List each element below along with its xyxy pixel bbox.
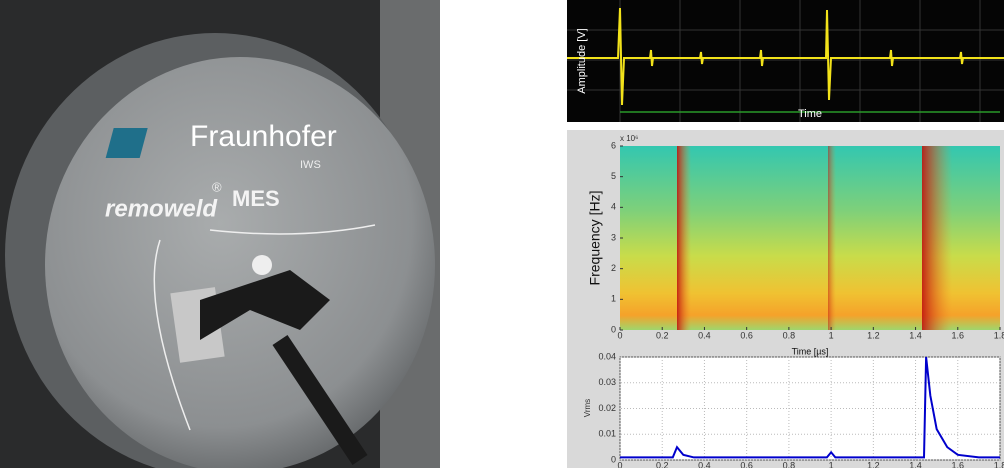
y-tick-label: 0.01 <box>598 429 616 439</box>
y-tick-label: 2 <box>611 263 616 273</box>
x-tick-label: 0.2 <box>656 330 669 340</box>
photo: Fraunhofer IWS remoweld ® MES <box>0 0 440 468</box>
x-tick-label: 1.6 <box>952 460 965 468</box>
arm <box>272 335 368 465</box>
drum-face <box>45 57 435 468</box>
cable <box>153 224 376 431</box>
brand: Fraunhofer <box>190 120 337 153</box>
x-tick-label: 1.4 <box>909 330 922 340</box>
y-tick-label: 3 <box>611 232 616 242</box>
x-tick-label: 0.4 <box>698 330 711 340</box>
y-tick-label: 0.03 <box>598 377 616 387</box>
y-tick-label: 0.02 <box>598 403 616 413</box>
spectrogram-burst <box>677 146 691 330</box>
scope-grid <box>567 0 1004 122</box>
axis-exponent: x 10⁶ <box>620 134 638 143</box>
product: remoweld <box>105 195 218 222</box>
division: IWS <box>300 159 321 171</box>
x-tick-label: 0 <box>617 330 622 340</box>
x-tick-label: 1.4 <box>909 460 922 468</box>
x-tick-label: 0.8 <box>783 460 796 468</box>
x-axis-label: Time [µs] <box>792 346 829 356</box>
logo <box>105 128 148 158</box>
x-tick-label: 0.2 <box>656 460 669 468</box>
x-tick-label: 1.6 <box>952 330 965 340</box>
registered-mark: ® <box>212 179 222 194</box>
x-tick-label: 0 <box>617 460 622 468</box>
model: MES <box>232 186 280 211</box>
x-tick-label: 0.6 <box>740 460 753 468</box>
y-axis-label: Vrms <box>583 399 592 417</box>
x-axis-label: Time <box>798 108 822 120</box>
x-tick-label: 1 <box>829 460 834 468</box>
x-tick-label: 0.4 <box>698 460 711 468</box>
y-tick-label: 0 <box>611 454 616 464</box>
y-axis-label: Amplitude [V] <box>576 28 588 93</box>
waveform-panel: Amplitude [V] Time <box>567 0 1004 122</box>
x-tick-label: 1.8 <box>994 330 1004 340</box>
connector <box>252 255 272 275</box>
spectrogram-burst <box>828 146 836 330</box>
rms-line <box>620 356 1000 459</box>
x-tick-label: 1.8 <box>994 460 1004 468</box>
y-tick-label: 5 <box>611 171 616 181</box>
y-tick-label: 4 <box>611 202 616 212</box>
y-tick-label: 0 <box>611 324 616 334</box>
x-tick-label: 1 <box>829 330 834 340</box>
spectrogram-burst <box>922 146 952 330</box>
x-tick-label: 1.2 <box>867 330 880 340</box>
waveform-trace <box>567 7 1004 106</box>
clamp <box>200 270 330 340</box>
x-tick-label: 0.8 <box>783 330 796 340</box>
x-tick-label: 1.2 <box>867 460 880 468</box>
y-tick-label: 0.04 <box>598 351 616 361</box>
y-tick-label: 1 <box>611 294 616 304</box>
scope-background <box>567 0 1004 122</box>
y-tick-label: 6 <box>611 140 616 150</box>
x-tick-label: 0.6 <box>740 330 753 340</box>
y-axis-label: Frequency [Hz] <box>587 191 603 286</box>
